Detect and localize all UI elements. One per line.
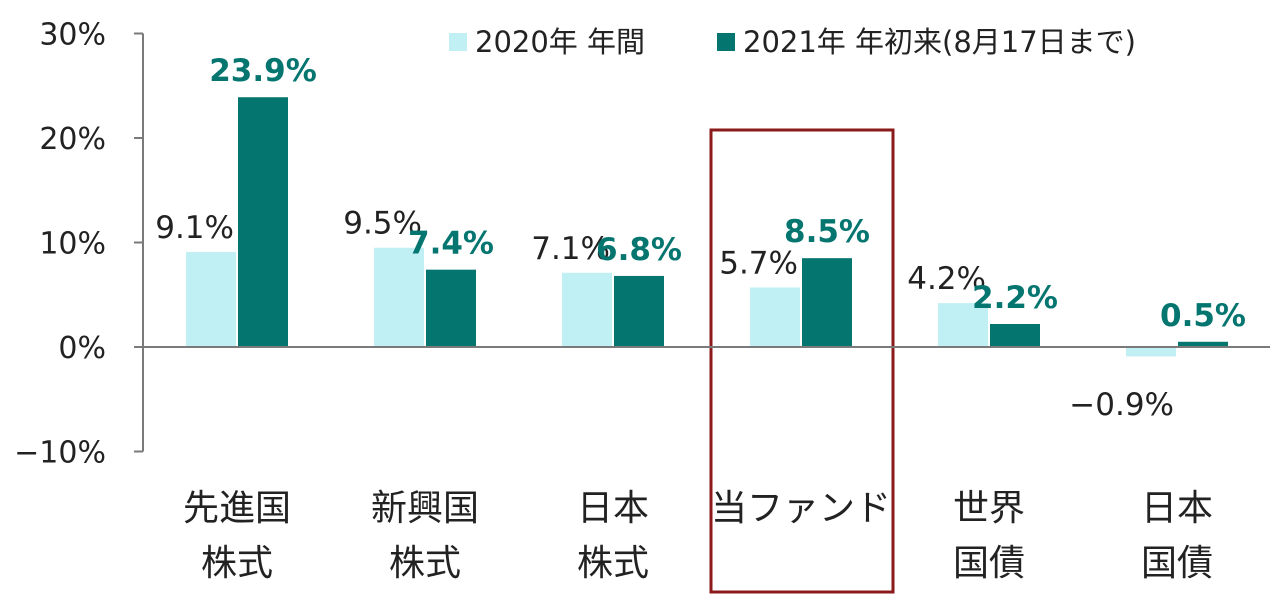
bar-2021-1 — [426, 269, 476, 347]
bar-2020-0 — [186, 251, 236, 347]
data-label-2021: 6.8% — [596, 232, 682, 268]
legend-swatch-2020 — [449, 33, 467, 51]
bar-2021-5 — [1178, 341, 1228, 347]
y-tick-label: −10% — [14, 436, 106, 471]
highlight-box — [709, 128, 895, 594]
bar-2021-0 — [238, 97, 288, 348]
data-label-2021: 7.4% — [408, 226, 494, 262]
data-label-2020: 7.1% — [531, 231, 610, 267]
bar-2021-4 — [990, 324, 1040, 347]
bars-layer — [186, 97, 1228, 357]
data-label-2020: 9.1% — [155, 210, 234, 246]
category-label: 新興国 — [371, 488, 479, 529]
legend: 2020年 年間 2021年 年初来(8月17日まで) — [449, 25, 1136, 59]
data-label-2021: 2.2% — [972, 280, 1058, 316]
category-label: 日本 — [577, 488, 649, 529]
data-label-2020: 5.7% — [719, 245, 798, 281]
bar-2020-1 — [374, 247, 424, 347]
category-label: 株式 — [577, 543, 649, 584]
bar-2020-3 — [750, 287, 800, 347]
category-label: 日本 — [1141, 488, 1213, 529]
legend-label-2020: 2020年 年間 — [475, 25, 645, 59]
data-label-2020: 9.5% — [343, 206, 422, 242]
data-label-2021: 23.9% — [209, 53, 317, 89]
category-label: 世界 — [953, 488, 1025, 529]
y-tick-label: 30% — [39, 18, 106, 53]
bar-2020-5 — [1126, 347, 1176, 357]
category-label: 先進国 — [183, 488, 291, 529]
highlight-layer — [709, 128, 895, 594]
data-label-2021: 8.5% — [784, 214, 870, 250]
category-label: 国債 — [1141, 543, 1213, 584]
data-label-2020: −0.9% — [1069, 387, 1174, 423]
category-label: 国債 — [953, 543, 1025, 584]
axes-layer: 30% 20% 10% 0% −10% — [14, 18, 1270, 471]
legend-label-2021: 2021年 年初来(8月17日まで) — [743, 25, 1136, 59]
legend-swatch-2021 — [717, 33, 735, 51]
y-tick-label: 20% — [39, 122, 106, 157]
bar-2020-4 — [938, 303, 988, 347]
category-label: 株式 — [201, 543, 273, 584]
category-label: 株式 — [389, 543, 461, 584]
bar-2021-3 — [802, 258, 852, 347]
category-label: 当ファンド — [711, 488, 891, 529]
bar-2021-2 — [614, 275, 664, 347]
y-tick-label: 10% — [39, 227, 106, 262]
data-label-2021: 0.5% — [1160, 298, 1246, 334]
data-label-2020: 4.2% — [907, 261, 986, 297]
bar-2020-2 — [562, 272, 612, 347]
y-tick-label: 0% — [58, 331, 106, 366]
